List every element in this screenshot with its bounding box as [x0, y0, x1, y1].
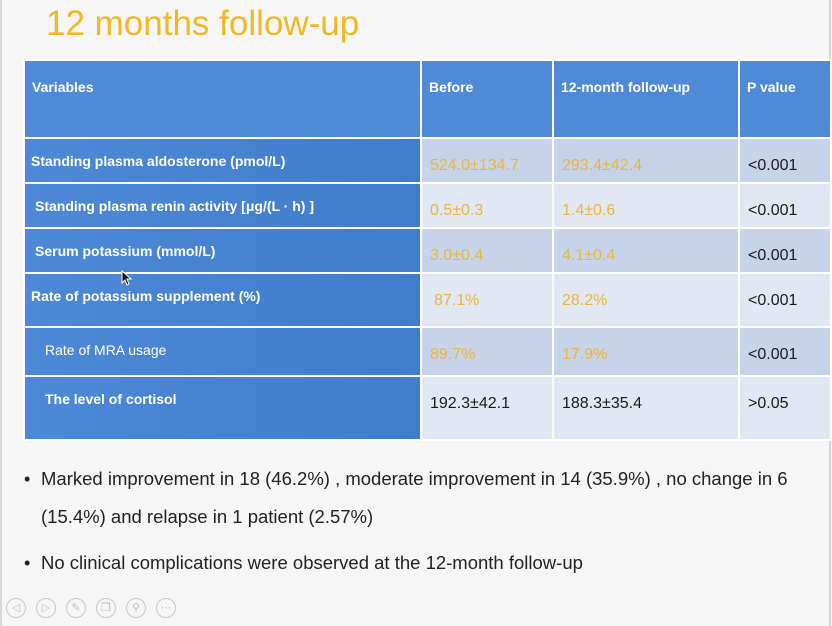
- followup-cell: 188.3±35.4: [552, 375, 740, 441]
- header-before: Before: [420, 59, 554, 139]
- table-row: Rate of potassium supplement (%) 87.1% 2…: [23, 272, 832, 328]
- table-row: Rate of MRA usage 89.7% 17.9% <0.001: [23, 326, 832, 377]
- variable-cell: Rate of potassium supplement (%): [23, 272, 422, 328]
- followup-cell: 1.4±0.6: [552, 182, 740, 229]
- slide-frame-left: [0, 0, 2, 626]
- p-value-cell: <0.001: [738, 326, 832, 377]
- slide-title: 12 months follow-up: [46, 4, 360, 43]
- list-item: No clinical complications were observed …: [24, 544, 824, 582]
- p-value-cell: <0.001: [738, 137, 832, 184]
- mouse-pointer-icon: [121, 270, 133, 286]
- header-variables: Variables: [23, 59, 422, 139]
- table-row: Serum potassium (mmol/L) 3.0±0.4 4.1±0.4…: [23, 227, 832, 274]
- variable-cell: Standing plasma aldosterone (pmol/L): [23, 137, 422, 184]
- pen-icon[interactable]: ✎: [66, 598, 86, 618]
- before-cell: 192.3±42.1: [420, 375, 554, 441]
- followup-cell: 17.9%: [552, 326, 740, 377]
- header-p-value: P value: [738, 59, 832, 139]
- before-cell: 0.5±0.3: [420, 182, 554, 229]
- table-row: Standing plasma aldosterone (pmol/L) 524…: [23, 137, 832, 184]
- next-icon[interactable]: ▷: [36, 598, 56, 618]
- before-cell: 89.7%: [420, 326, 554, 377]
- variable-cell: Standing plasma renin activity [μg/(L · …: [23, 182, 422, 229]
- p-value-cell: <0.001: [738, 227, 832, 274]
- variable-cell: Serum potassium (mmol/L): [23, 227, 422, 274]
- variable-cell: The level of cortisol: [23, 375, 422, 441]
- header-followup: 12-month follow-up: [552, 59, 740, 139]
- results-table: Variables Before 12-month follow-up P va…: [23, 59, 832, 441]
- before-cell: 524.0±134.7: [420, 137, 554, 184]
- zoom-icon[interactable]: ⚲: [126, 598, 146, 618]
- copy-icon[interactable]: ❐: [96, 598, 116, 618]
- followup-cell: 293.4±42.4: [552, 137, 740, 184]
- variable-cell: Rate of MRA usage: [23, 326, 422, 377]
- table-row: Standing plasma renin activity [μg/(L · …: [23, 182, 832, 229]
- p-value-cell: >0.05: [738, 375, 832, 441]
- table-row: The level of cortisol 192.3±42.1 188.3±3…: [23, 375, 832, 441]
- table-header-row: Variables Before 12-month follow-up P va…: [23, 59, 832, 139]
- list-item: Marked improvement in 18 (46.2%) , moder…: [24, 460, 824, 536]
- followup-cell: 28.2%: [552, 272, 740, 328]
- p-value-cell: <0.001: [738, 182, 832, 229]
- findings-list: Marked improvement in 18 (46.2%) , moder…: [24, 460, 824, 582]
- followup-cell: 4.1±0.4: [552, 227, 740, 274]
- more-icon[interactable]: ⋯: [156, 598, 176, 618]
- before-cell: 87.1%: [420, 272, 554, 328]
- before-cell: 3.0±0.4: [420, 227, 554, 274]
- p-value-cell: <0.001: [738, 272, 832, 328]
- previous-icon[interactable]: ◁: [6, 598, 26, 618]
- slide-toolbar: ◁ ▷ ✎ ❐ ⚲ ⋯: [6, 598, 176, 618]
